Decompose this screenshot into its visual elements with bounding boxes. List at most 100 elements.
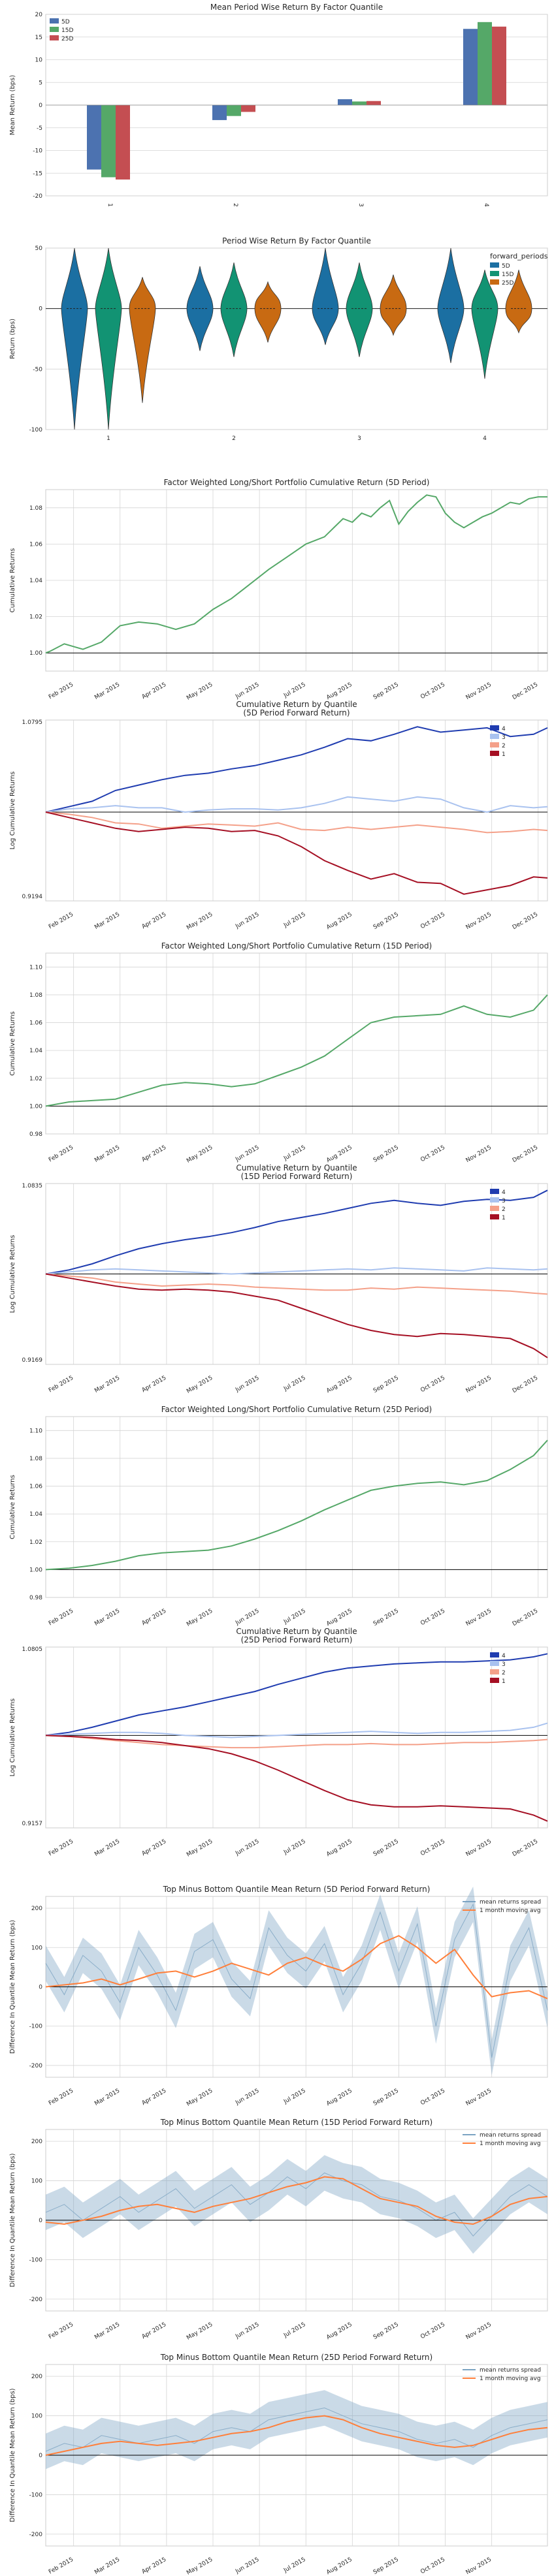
x-tick-label: Jul 2015 [282,1375,307,1392]
y-tick-label: -100 [29,2257,43,2263]
legend-swatch [490,1214,499,1219]
spread-band [46,1886,547,2075]
x-tick-label: Jun 2015 [234,1838,260,1857]
legend-label: mean returns spread [480,2367,541,2374]
y-tick-label: 0 [39,2218,42,2224]
y-tick-label: -15 [33,170,42,177]
legend-label: 25D [61,36,73,42]
y-tick-label: 0.9157 [22,1821,43,1827]
violin [471,270,498,379]
x-tick-label: Oct 2015 [419,1838,446,1857]
chart-title: Factor Weighted Long/Short Portfolio Cum… [161,941,432,950]
x-tick-label: Nov 2015 [465,682,493,701]
x-tick-label: Sep 2015 [372,1608,400,1627]
legend-label: 3 [502,1661,506,1668]
bar [478,22,492,105]
x-tick-label: Jun 2015 [234,2556,260,2575]
legend-label: mean returns spread [480,2132,541,2139]
y-tick-label: -50 [33,366,42,373]
legend-swatch [490,1206,499,1211]
series-line [45,2407,548,2452]
bar [463,29,478,105]
y-tick-label: 100 [31,2178,42,2185]
legend-label: 15D [502,272,513,278]
violin [254,281,282,343]
y-tick-label: 0 [39,2453,42,2459]
legend-swatch [490,1669,499,1674]
y-tick-label: 20 [35,12,43,18]
x-tick-label: Nov 2015 [465,911,493,931]
chart-subtitle: (15D Period Forward Return) [241,1172,353,1181]
violin [380,274,407,336]
series-line [45,811,548,834]
y-tick-label: 1.0795 [22,719,43,726]
x-tick-label: Nov 2015 [465,2321,493,2341]
y-axis-label: Cumulative Returns [9,548,16,613]
y-axis-label: Difference In Quantile Mean Return (bps) [9,2388,16,2522]
x-tick-label: Jul 2015 [282,682,307,699]
x-tick-label: 4 [483,203,489,207]
chart-title: Top Minus Bottom Quantile Mean Return (1… [160,2118,432,2127]
moving-average-line [45,2176,548,2225]
x-tick-label: Apr 2015 [141,682,168,700]
x-tick-label: Mar 2015 [93,682,121,701]
legend-label: 25D [502,280,513,287]
x-tick-label: Nov 2015 [465,1144,493,1164]
x-tick-label: May 2015 [186,1608,214,1628]
x-tick-label: Jul 2015 [282,1838,307,1856]
x-tick-label: 2 [232,203,238,207]
y-tick-label: -5 [37,125,42,132]
y-tick-label: 10 [35,57,43,64]
x-tick-label: Nov 2015 [465,2088,493,2107]
x-tick-label: Feb 2015 [48,1608,74,1627]
x-tick-label: Aug 2015 [325,2556,353,2576]
y-tick-label: 200 [31,1906,42,1912]
x-tick-label: Oct 2015 [419,682,446,700]
legend-swatch [50,27,59,32]
series-line [45,1439,548,1571]
legend-label: 2 [502,1206,506,1213]
x-tick-label: Jul 2015 [282,2556,307,2574]
y-tick-label: -200 [29,2532,43,2538]
y-tick-label: 0.98 [29,1595,42,1601]
y-axis-label: Log Cumulative Returns [9,1699,16,1777]
x-tick-label: Nov 2015 [465,1838,493,1858]
series-line [45,1735,548,1822]
x-tick-label: Mar 2015 [93,911,121,931]
y-axis-label: Cumulative Returns [9,1011,16,1076]
x-tick-label: Sep 2015 [372,911,400,931]
y-tick-label: 0.9169 [22,1357,43,1364]
x-tick-label: Aug 2015 [325,911,353,931]
legend-swatch [490,262,499,268]
y-axis-label: Difference In Quantile Mean Return (bps) [9,1920,16,2054]
y-tick-label: 100 [31,2413,42,2420]
bar [212,105,227,120]
legend-swatch [490,271,499,276]
y-axis-label: Cumulative Returns [9,1475,16,1539]
x-tick-label: Feb 2015 [48,1375,74,1394]
chart-title: Cumulative Return by Quantile [236,1163,357,1172]
x-tick-label: Feb 2015 [48,2321,74,2341]
spread-band [46,2390,547,2470]
x-tick-label: Mar 2015 [93,1144,121,1164]
legend-swatch [50,35,59,40]
legend-label: 1 month moving avg [480,1908,541,1914]
series-line [45,1273,548,1359]
x-tick-label: Sep 2015 [372,1838,400,1858]
legend-title: forward_periods [490,252,548,260]
plot-area [45,1646,548,1829]
x-tick-label: Jun 2015 [234,1608,260,1627]
chart-subtitle: (5D Period Forward Return) [243,708,350,717]
x-tick-label: May 2015 [186,2088,214,2108]
x-tick-label: 2 [232,435,236,442]
y-tick-label: 1.06 [29,1484,42,1490]
x-tick-label: May 2015 [186,1838,214,1859]
bar [241,105,255,112]
legend-label: 4 [502,1189,506,1196]
x-tick-label: Apr 2015 [141,2556,168,2575]
x-tick-label: Dec 2015 [512,1608,539,1627]
chart-title: Factor Weighted Long/Short Portfolio Cum… [164,478,430,487]
series-line [45,1189,548,1275]
x-tick-label: Nov 2015 [465,2556,493,2576]
x-tick-label: May 2015 [186,682,214,702]
